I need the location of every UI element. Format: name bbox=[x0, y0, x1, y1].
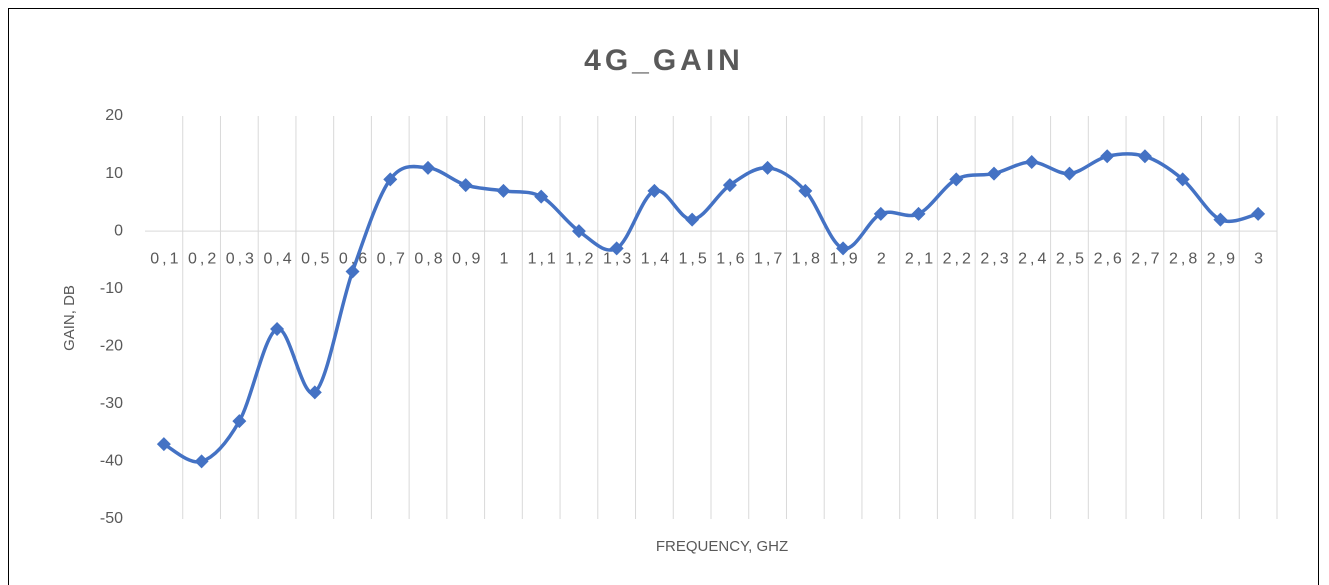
marker bbox=[534, 189, 549, 204]
marker bbox=[836, 241, 851, 256]
marker bbox=[496, 183, 511, 198]
y-tick-label: -20 bbox=[100, 338, 123, 355]
x-tick-label: 0,7 bbox=[377, 250, 408, 267]
y-tick-label: -40 bbox=[100, 453, 123, 470]
marker bbox=[458, 178, 473, 193]
marker bbox=[345, 264, 360, 279]
marker bbox=[1062, 166, 1077, 181]
x-tick-label: 2,6 bbox=[1094, 250, 1125, 267]
marker bbox=[760, 160, 775, 175]
x-tick-label: 2 bbox=[877, 250, 889, 267]
marker bbox=[609, 241, 624, 256]
x-tick-label: 0,5 bbox=[301, 250, 332, 267]
marker bbox=[421, 160, 435, 175]
marker bbox=[873, 206, 888, 221]
marker bbox=[1175, 172, 1190, 187]
x-tick-label: 1,3 bbox=[603, 250, 634, 267]
y-tick-label: 10 bbox=[105, 165, 123, 182]
marker bbox=[798, 183, 813, 198]
x-tick-label: 2,8 bbox=[1169, 250, 1200, 267]
x-tick-label: 1,9 bbox=[829, 250, 860, 267]
x-tick-label: 1,2 bbox=[565, 250, 596, 267]
x-tick-label: 0,2 bbox=[188, 250, 219, 267]
x-tick-label: 2,1 bbox=[905, 250, 936, 267]
marker bbox=[911, 206, 926, 221]
marker bbox=[194, 454, 209, 469]
marker bbox=[647, 183, 662, 198]
marker bbox=[1137, 149, 1152, 164]
x-tick-label: 2,2 bbox=[943, 250, 974, 267]
marker bbox=[232, 414, 247, 429]
x-tick-label: 3 bbox=[1254, 250, 1266, 267]
x-axis-title: FREQUENCY, GHZ bbox=[656, 538, 788, 555]
marker bbox=[949, 172, 964, 187]
y-tick-label: 20 bbox=[105, 107, 123, 124]
x-tick-label: 1,8 bbox=[792, 250, 823, 267]
marker bbox=[987, 166, 1001, 181]
x-tick-label: 2,5 bbox=[1056, 250, 1087, 267]
x-tick-label: 1,1 bbox=[528, 250, 559, 267]
marker bbox=[1213, 212, 1228, 227]
x-tick-label: 1,4 bbox=[641, 250, 672, 267]
marker bbox=[1024, 155, 1039, 170]
marker bbox=[307, 385, 322, 400]
chart-title: 4G_GAIN bbox=[584, 44, 744, 77]
y-tick-label: -50 bbox=[100, 510, 123, 527]
marker bbox=[1251, 206, 1266, 221]
x-tick-label: 1,6 bbox=[716, 250, 747, 267]
x-tick-label: 1,5 bbox=[679, 250, 710, 267]
marker bbox=[685, 212, 700, 227]
x-tick-label: 1 bbox=[500, 250, 512, 267]
y-tick-label: -30 bbox=[100, 395, 123, 412]
x-tick-label: 2,4 bbox=[1018, 250, 1049, 267]
marker bbox=[270, 322, 285, 337]
x-tick-label: 2,9 bbox=[1207, 250, 1238, 267]
y-tick-label: -10 bbox=[100, 280, 123, 297]
x-tick-label: 0,1 bbox=[150, 250, 181, 267]
x-tick-label: 0,8 bbox=[414, 250, 445, 267]
x-tick-label: 0,4 bbox=[263, 250, 294, 267]
x-tick-label: 2,3 bbox=[980, 250, 1011, 267]
y-tick-label: 0 bbox=[114, 222, 123, 239]
x-tick-label: 0,9 bbox=[452, 250, 483, 267]
marker bbox=[722, 178, 737, 193]
marker bbox=[156, 437, 171, 452]
chart-border bbox=[8, 8, 1319, 585]
x-tick-label: 2,7 bbox=[1131, 250, 1162, 267]
marker bbox=[571, 224, 586, 239]
marker bbox=[383, 172, 398, 187]
x-tick-label: 1,7 bbox=[754, 250, 785, 267]
y-axis-title: GAIN, DB bbox=[61, 285, 78, 351]
marker bbox=[1100, 149, 1115, 164]
x-tick-label: 0,3 bbox=[226, 250, 257, 267]
